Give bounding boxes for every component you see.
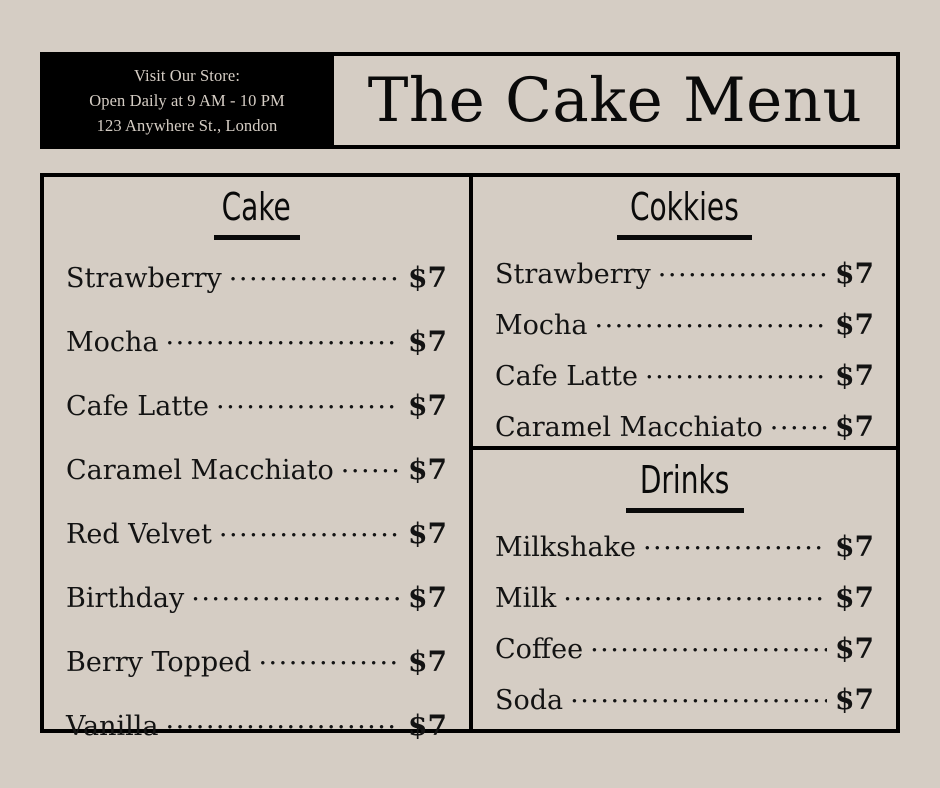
menu-item-name: Caramel Macchiato	[66, 455, 334, 486]
store-info-line-3: 123 Anywhere St., London	[96, 116, 278, 135]
menu-panel: Cake Strawberry ........................…	[40, 173, 900, 742]
menu-item[interactable]: Caramel Macchiato ......................…	[495, 409, 874, 443]
menu-item-price: $7	[408, 389, 447, 422]
dot-leader: ........................................…	[642, 529, 827, 556]
menu-item-list-drinks: Milkshake ..............................…	[495, 529, 874, 716]
dot-leader: ........................................…	[228, 260, 401, 287]
menu-item-name: Strawberry	[66, 263, 222, 294]
menu-item[interactable]: Milkshake ..............................…	[495, 529, 874, 563]
section-heading-cookies-label: Cokkies	[630, 185, 739, 229]
dot-leader: ........................................…	[645, 358, 827, 385]
store-info-line-2: Open Daily at 9 AM - 10 PM	[89, 91, 285, 110]
menu-item[interactable]: Coffee .................................…	[495, 631, 874, 665]
menu-item[interactable]: Vanilla ................................…	[66, 708, 447, 742]
dot-leader: ........................................…	[769, 409, 827, 436]
menu-column-left: Cake Strawberry ........................…	[44, 177, 473, 742]
menu-item-name: Coffee	[495, 634, 584, 665]
menu-item-name: Mocha	[495, 310, 588, 341]
menu-item-price: $7	[835, 581, 874, 614]
menu-item-name: Vanilla	[66, 711, 159, 742]
menu-item[interactable]: Cafe Latte .............................…	[495, 358, 874, 392]
menu-item[interactable]: Caramel Macchiato ......................…	[66, 452, 447, 486]
menu-item[interactable]: Cafe Latte .............................…	[66, 388, 447, 422]
dot-leader: ........................................…	[258, 644, 400, 671]
menu-item-name: Mocha	[66, 327, 159, 358]
menu-item-price: $7	[835, 257, 874, 290]
menu-item-price: $7	[835, 632, 874, 665]
menu-item[interactable]: Birthday ...............................…	[66, 580, 447, 614]
dot-leader: ........................................…	[590, 631, 827, 658]
dot-leader: ........................................…	[165, 324, 401, 351]
menu-section-cake: Cake Strawberry ........................…	[44, 177, 469, 742]
menu-item-name: Strawberry	[495, 259, 651, 290]
menu-item-price: $7	[408, 261, 447, 294]
section-heading-cake: Cake	[66, 185, 447, 240]
dot-leader: ........................................…	[216, 388, 400, 415]
menu-section-drinks: Drinks Milkshake .......................…	[473, 450, 896, 729]
menu-item-price: $7	[408, 453, 447, 486]
menu-item-price: $7	[835, 410, 874, 443]
menu-item-price: $7	[835, 683, 874, 716]
menu-item-price: $7	[835, 359, 874, 392]
menu-item-name: Milk	[495, 583, 557, 614]
menu-item-list-cake: Strawberry .............................…	[66, 260, 447, 742]
section-heading-underline	[617, 235, 752, 240]
menu-item-price: $7	[835, 308, 874, 341]
dot-leader: ........................................…	[570, 682, 828, 709]
menu-item[interactable]: Strawberry .............................…	[66, 260, 447, 294]
dot-leader: ........................................…	[340, 452, 401, 479]
dot-leader: ........................................…	[218, 516, 401, 543]
dot-leader: ........................................…	[165, 708, 401, 735]
menu-item-price: $7	[408, 645, 447, 678]
menu-item-name: Soda	[495, 685, 564, 716]
menu-section-cookies: Cokkies Strawberry .....................…	[473, 177, 896, 450]
menu-item-price: $7	[835, 530, 874, 563]
section-heading-cookies: Cokkies	[495, 185, 874, 240]
menu-item-name: Milkshake	[495, 532, 636, 563]
section-heading-drinks: Drinks	[495, 458, 874, 513]
menu-item-name: Birthday	[66, 583, 185, 614]
section-heading-underline	[213, 235, 300, 240]
section-heading-underline	[625, 508, 744, 513]
dot-leader: ........................................…	[657, 256, 828, 283]
section-heading-drinks-label: Drinks	[639, 458, 730, 502]
menu-item[interactable]: Soda ...................................…	[495, 682, 874, 716]
menu-item[interactable]: Red Velvet .............................…	[66, 516, 447, 550]
menu-item-name: Cafe Latte	[66, 391, 210, 422]
store-info-block: Visit Our Store: Open Daily at 9 AM - 10…	[40, 52, 334, 149]
dot-leader: ........................................…	[563, 580, 827, 607]
menu-item-price: $7	[408, 709, 447, 742]
menu-item-price: $7	[408, 517, 447, 550]
menu-item-name: Cafe Latte	[495, 361, 639, 392]
menu-item-list-cookies: Strawberry .............................…	[495, 256, 874, 443]
page-title: The Cake Menu	[367, 65, 863, 136]
menu-title-box: The Cake Menu	[334, 52, 900, 149]
menu-item-price: $7	[408, 581, 447, 614]
menu-item[interactable]: Mocha ..................................…	[495, 307, 874, 341]
dot-leader: ........................................…	[191, 580, 401, 607]
menu-item-price: $7	[408, 325, 447, 358]
menu-column-right: Cokkies Strawberry .....................…	[473, 177, 896, 729]
menu-item-name: Red Velvet	[66, 519, 212, 550]
menu-item[interactable]: Milk ...................................…	[495, 580, 874, 614]
store-info-line-1: Visit Our Store:	[133, 66, 241, 85]
menu-header: Visit Our Store: Open Daily at 9 AM - 10…	[40, 52, 900, 149]
menu-item[interactable]: Mocha ..................................…	[66, 324, 447, 358]
menu-item[interactable]: Berry Topped ...........................…	[66, 644, 447, 678]
section-heading-cake-label: Cake	[221, 185, 292, 229]
dot-leader: ........................................…	[594, 307, 828, 334]
menu-item-name: Berry Topped	[66, 647, 252, 678]
menu-item[interactable]: Strawberry .............................…	[495, 256, 874, 290]
menu-item-name: Caramel Macchiato	[495, 412, 763, 443]
